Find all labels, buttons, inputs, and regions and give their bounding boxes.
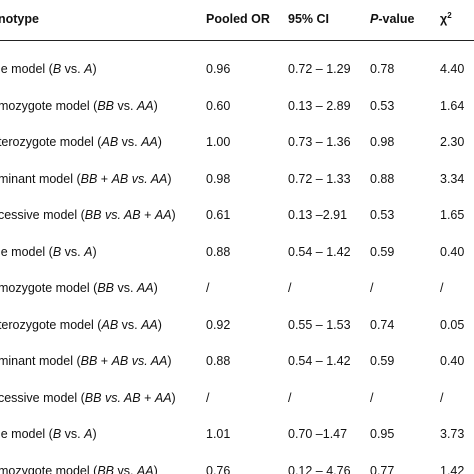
- table-row: ecessive model (BB vs. AB + AA) / / / /: [0, 388, 474, 408]
- ci-cell: 0.12 – 4.76: [288, 464, 351, 474]
- header-chi-square: χ2: [440, 10, 452, 26]
- pooled-or-cell: /: [206, 391, 210, 405]
- p-value-cell: 0.74: [370, 318, 395, 332]
- p-value-cell: /: [370, 281, 374, 295]
- pooled-or-cell: 0.96: [206, 62, 231, 76]
- chi-square-cell: 2.30: [440, 135, 465, 149]
- table-row: ele model (B vs. A) 1.01 0.70 –1.47 0.95 3.7…: [0, 424, 474, 444]
- chi-square-cell: /: [440, 281, 444, 295]
- chi-square-cell: 1.42: [440, 464, 465, 474]
- genotype-model-cell: ominant model (BB + AB vs. AA): [0, 172, 172, 186]
- ci-cell: 0.13 – 2.89: [288, 99, 351, 113]
- p-value-cell: 0.59: [370, 245, 395, 259]
- table-row: eterozygote model (AB vs. AA) 0.92 0.55 – …: [0, 315, 474, 335]
- genotype-model-cell: ele model (B vs. A): [0, 427, 97, 441]
- genotype-model-cell: omozygote model (BB vs. AA): [0, 99, 158, 113]
- p-value-cell: 0.88: [370, 172, 395, 186]
- genotype-model-cell: eterozygote model (AB vs. AA): [0, 135, 162, 149]
- table-row: omozygote model (BB vs. AA) 0.76 0.12 – 4.…: [0, 461, 474, 474]
- pooled-or-cell: 0.88: [206, 245, 231, 259]
- table-row: ele model (B vs. A) 0.88 0.54 – 1.42 0.59 0.…: [0, 242, 474, 262]
- ci-cell: 0.13 –2.91: [288, 208, 348, 222]
- pooled-or-cell: 1.01: [206, 427, 231, 441]
- pooled-or-cell: 0.76: [206, 464, 231, 474]
- ci-cell: /: [288, 391, 292, 405]
- ci-cell: 0.72 – 1.33: [288, 172, 351, 186]
- genotype-model-cell: eterozygote model (AB vs. AA): [0, 318, 162, 332]
- table-row: omozygote model (BB vs. AA) 0.60 0.13 – 2.…: [0, 96, 474, 116]
- ci-cell: 0.54 – 1.42: [288, 354, 351, 368]
- p-value-cell: 0.98: [370, 135, 395, 149]
- table-row: omozygote model (BB vs. AA) / / / /: [0, 278, 474, 298]
- genotype-model-cell: ecessive model (BB vs. AB + AA): [0, 208, 176, 222]
- table-header-row: enotype Pooled OR 95% CI P-value χ2: [0, 9, 474, 29]
- ci-cell: 0.54 – 1.42: [288, 245, 351, 259]
- p-value-cell: 0.53: [370, 208, 395, 222]
- chi-square-cell: 0.40: [440, 245, 465, 259]
- chi-square-cell: 3.34: [440, 172, 465, 186]
- table-row: ominant model (BB + AB vs. AA) 0.98 0.72 –…: [0, 169, 474, 189]
- header-genotype: enotype: [0, 12, 39, 26]
- header-ci: 95% CI: [288, 12, 329, 26]
- p-value-cell: /: [370, 391, 374, 405]
- chi-square-cell: 4.40: [440, 62, 465, 76]
- pooled-or-cell: 0.60: [206, 99, 231, 113]
- p-value-cell: 0.53: [370, 99, 395, 113]
- table-row: eterozygote model (AB vs. AA) 1.00 0.73 – …: [0, 132, 474, 152]
- genotype-model-cell: ele model (B vs. A): [0, 245, 97, 259]
- table-row: ecessive model (BB vs. AB + AA) 0.61 0.13 …: [0, 205, 474, 225]
- header-p-value: P-value: [370, 12, 415, 26]
- pooled-or-cell: 0.88: [206, 354, 231, 368]
- chi-square-cell: 0.05: [440, 318, 465, 332]
- pooled-or-cell: 1.00: [206, 135, 231, 149]
- table-row: ominant model (BB + AB vs. AA) 0.88 0.54 –…: [0, 351, 474, 371]
- p-value-cell: 0.59: [370, 354, 395, 368]
- pooled-or-cell: 0.98: [206, 172, 231, 186]
- genotype-model-cell: ele model (B vs. A): [0, 62, 97, 76]
- pooled-or-cell: 0.61: [206, 208, 231, 222]
- ci-cell: /: [288, 281, 292, 295]
- header-pooled-or: Pooled OR: [206, 12, 270, 26]
- chi-square-cell: 1.65: [440, 208, 465, 222]
- chi-square-cell: /: [440, 391, 444, 405]
- genotype-model-cell: omozygote model (BB vs. AA): [0, 281, 158, 295]
- chi-square-cell: 0.40: [440, 354, 465, 368]
- header-divider: [0, 40, 474, 41]
- ci-cell: 0.70 –1.47: [288, 427, 348, 441]
- p-value-cell: 0.95: [370, 427, 395, 441]
- p-value-cell: 0.78: [370, 62, 395, 76]
- chi-square-cell: 3.73: [440, 427, 465, 441]
- ci-cell: 0.72 – 1.29: [288, 62, 351, 76]
- table-row: ele model (B vs. A) 0.96 0.72 – 1.29 0.78 4.…: [0, 59, 474, 79]
- genotype-model-cell: omozygote model (BB vs. AA): [0, 464, 158, 474]
- genotype-model-cell: ecessive model (BB vs. AB + AA): [0, 391, 176, 405]
- chi-square-cell: 1.64: [440, 99, 465, 113]
- pooled-or-cell: 0.92: [206, 318, 231, 332]
- p-value-cell: 0.77: [370, 464, 395, 474]
- genotype-model-cell: ominant model (BB + AB vs. AA): [0, 354, 172, 368]
- ci-cell: 0.55 – 1.53: [288, 318, 351, 332]
- ci-cell: 0.73 – 1.36: [288, 135, 351, 149]
- pooled-or-cell: /: [206, 281, 210, 295]
